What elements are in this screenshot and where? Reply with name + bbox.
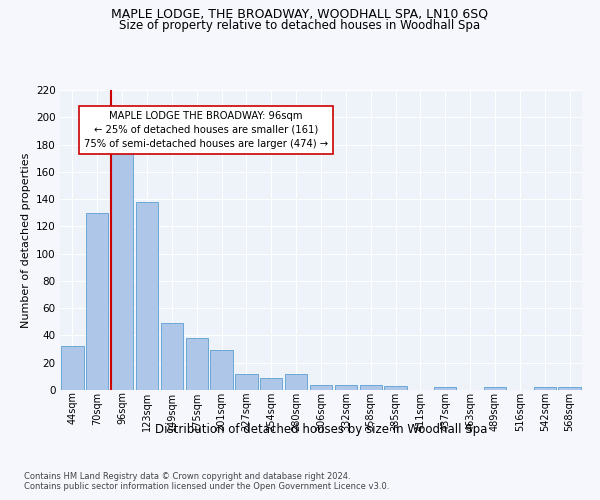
Text: Size of property relative to detached houses in Woodhall Spa: Size of property relative to detached ho…	[119, 19, 481, 32]
Bar	[434, 388, 457, 390]
Bar	[484, 388, 506, 390]
Bar	[310, 384, 332, 390]
Bar	[161, 323, 183, 390]
Text: Contains HM Land Registry data © Crown copyright and database right 2024.: Contains HM Land Registry data © Crown c…	[24, 472, 350, 481]
Bar	[61, 346, 83, 390]
Bar	[385, 386, 407, 390]
Bar	[533, 388, 556, 390]
Bar	[185, 338, 208, 390]
Bar	[86, 212, 109, 390]
Bar	[359, 384, 382, 390]
Y-axis label: Number of detached properties: Number of detached properties	[20, 152, 31, 328]
Bar	[111, 148, 133, 390]
Bar	[235, 374, 257, 390]
Bar	[260, 378, 283, 390]
Text: MAPLE LODGE THE BROADWAY: 96sqm
← 25% of detached houses are smaller (161)
75% o: MAPLE LODGE THE BROADWAY: 96sqm ← 25% of…	[84, 111, 328, 149]
Text: Distribution of detached houses by size in Woodhall Spa: Distribution of detached houses by size …	[155, 422, 487, 436]
Bar	[335, 384, 357, 390]
Bar	[559, 388, 581, 390]
Text: MAPLE LODGE, THE BROADWAY, WOODHALL SPA, LN10 6SQ: MAPLE LODGE, THE BROADWAY, WOODHALL SPA,…	[112, 8, 488, 20]
Bar	[285, 374, 307, 390]
Bar	[211, 350, 233, 390]
Bar	[136, 202, 158, 390]
Text: Contains public sector information licensed under the Open Government Licence v3: Contains public sector information licen…	[24, 482, 389, 491]
